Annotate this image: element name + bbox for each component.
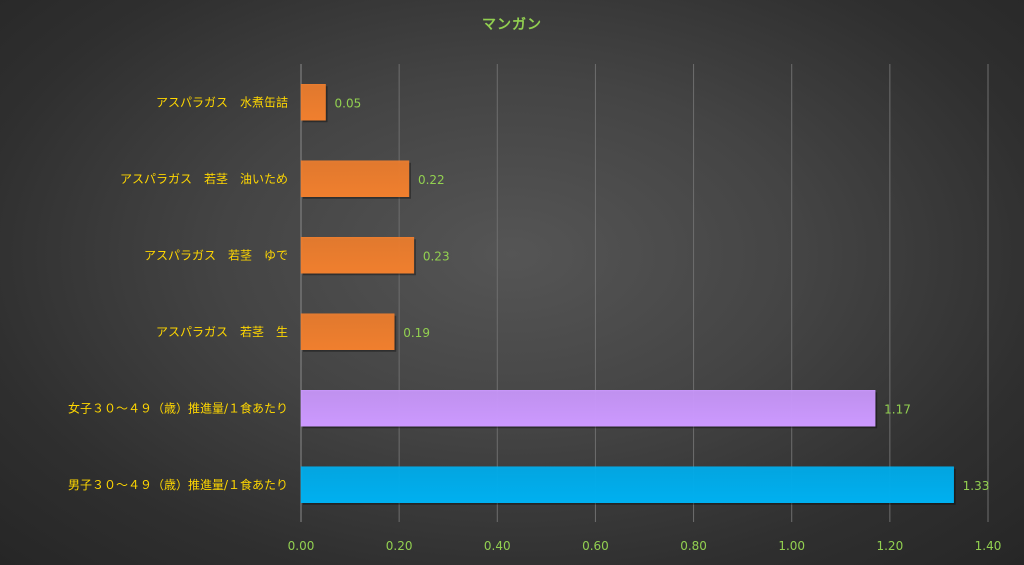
data-label: 0.23 (423, 249, 450, 263)
bar[interactable] (300, 160, 410, 197)
data-label: 0.19 (403, 326, 430, 340)
data-label: 1.17 (884, 402, 911, 416)
category-label: 男子３０～４９（歳）推進量/１食あたり (68, 477, 288, 492)
category-label: アスパラガス 水煮缶詰 (156, 94, 288, 109)
x-tick-label: 1.00 (778, 539, 805, 553)
x-tick-label: 0.80 (680, 539, 707, 553)
bar[interactable] (300, 390, 876, 427)
data-label: 0.22 (418, 173, 445, 187)
data-label: 0.05 (335, 96, 362, 110)
x-tick-label: 0.60 (582, 539, 609, 553)
x-tick-label: 0.00 (288, 539, 315, 553)
bar[interactable] (300, 84, 326, 121)
bar[interactable] (300, 313, 395, 350)
category-label: アスパラガス 若茎 ゆで (144, 248, 288, 262)
x-tick-label: 1.40 (975, 539, 1002, 553)
chart-title: マンガン (482, 17, 542, 33)
x-tick-label: 0.40 (484, 539, 511, 553)
category-label: アスパラガス 若茎 油いため (120, 172, 288, 186)
bar[interactable] (300, 466, 954, 503)
x-tick-label: 0.20 (386, 539, 413, 553)
data-label: 1.33 (963, 479, 990, 493)
bar[interactable] (300, 237, 415, 274)
category-label: 女子３０～４９（歳）推進量/１食あたり (68, 400, 288, 415)
x-tick-label: 1.20 (876, 539, 903, 553)
category-label: アスパラガス 若茎 生 (156, 325, 288, 339)
